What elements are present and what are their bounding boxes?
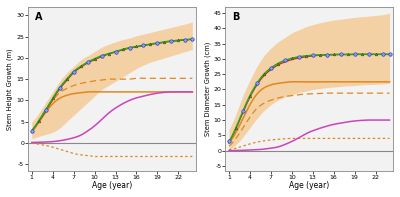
- X-axis label: Age (year): Age (year): [289, 181, 329, 190]
- Text: B: B: [232, 12, 240, 22]
- X-axis label: Age (year): Age (year): [92, 181, 132, 190]
- Y-axis label: Stem Diameter Growth (cm): Stem Diameter Growth (cm): [204, 42, 211, 136]
- Y-axis label: Stem Height Growth (m): Stem Height Growth (m): [7, 48, 14, 130]
- Text: A: A: [35, 12, 42, 22]
